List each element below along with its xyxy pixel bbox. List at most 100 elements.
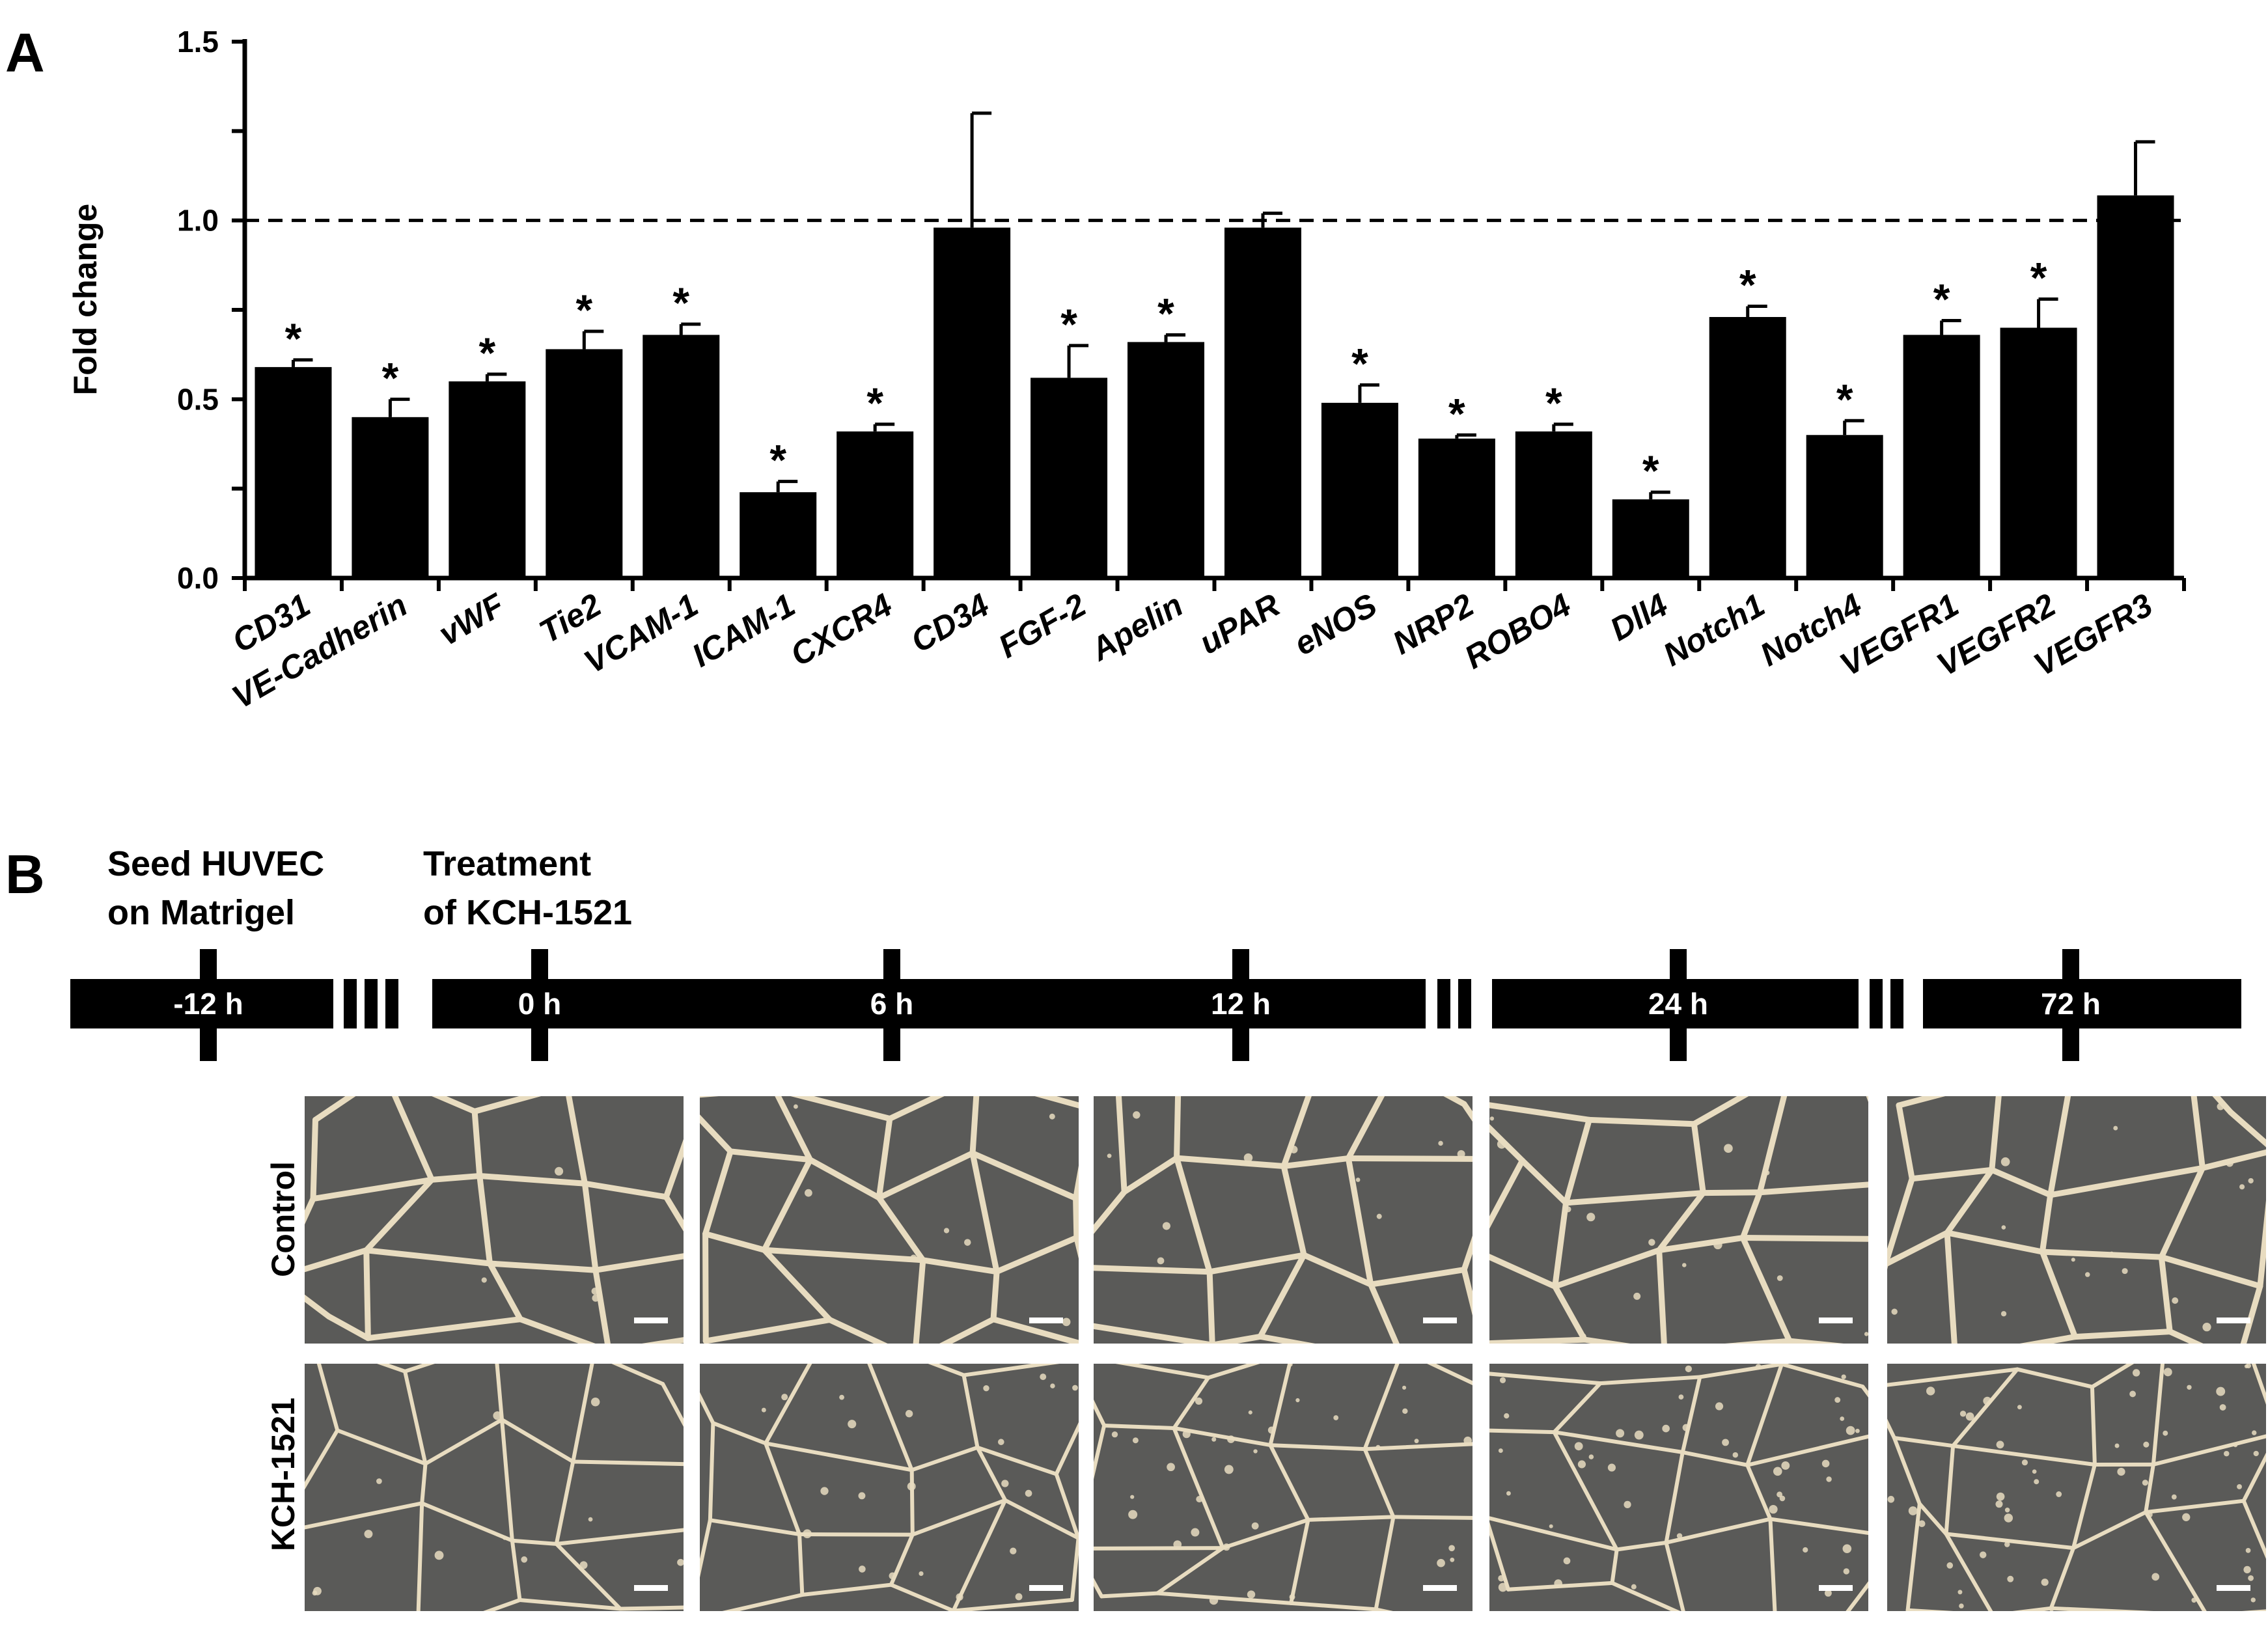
cell-dot — [2032, 1469, 2037, 1474]
tube — [363, 1176, 435, 1254]
tube — [1268, 1443, 1367, 1452]
cell-dot — [1983, 1396, 1992, 1405]
tube — [1221, 1517, 1310, 1551]
cell-dot — [889, 1572, 896, 1580]
cell-dot — [2233, 1443, 2238, 1448]
bar-eNOS — [1321, 402, 1398, 578]
tube — [1944, 1532, 2076, 1551]
cell-dot — [1715, 1402, 1724, 1411]
seed-note-line2: on Matrigel — [107, 893, 295, 932]
cell-dot — [1624, 1500, 1631, 1509]
tube — [807, 1157, 882, 1201]
tube — [1054, 1422, 1079, 1476]
cell-dot — [1713, 1240, 1722, 1250]
tube — [2257, 1200, 2266, 1290]
tube — [2012, 1606, 2053, 1611]
cell-dot — [907, 1482, 916, 1491]
tube — [1362, 1364, 1400, 1452]
tube — [1656, 1247, 1667, 1344]
cell-dot — [1891, 1308, 1898, 1315]
significance-star: * — [1060, 300, 1077, 348]
cell-dot — [1681, 1263, 1687, 1267]
tube — [969, 1150, 1000, 1275]
tube — [1951, 1367, 2019, 1448]
cell-dot — [2151, 1573, 2160, 1581]
cell-dot — [1722, 1439, 1729, 1446]
cell-dot — [2001, 1225, 2006, 1230]
tube — [1178, 1071, 1318, 1085]
tube — [1489, 1516, 1619, 1552]
tube — [702, 1231, 768, 1253]
tube — [2047, 1165, 2206, 1198]
tube — [975, 1445, 1008, 1502]
tube — [761, 1247, 833, 1323]
tube — [1917, 1502, 1948, 1536]
tube — [1610, 1547, 1619, 1585]
micrograph-control-12h — [1094, 1068, 1487, 1363]
significance-star: * — [1933, 275, 1950, 323]
micrograph-kch-1521-0h — [305, 1364, 684, 1611]
cell-dot — [2071, 1258, 2075, 1262]
cell-dot — [434, 1551, 444, 1560]
bar-CD34 — [933, 227, 1011, 578]
cell-dot — [1821, 1459, 1830, 1468]
cell-dot — [1586, 1213, 1596, 1222]
tube — [1318, 1068, 1397, 1071]
cell-dot — [1633, 1292, 1641, 1300]
tube — [1489, 1336, 1588, 1344]
row-label-control: Control — [265, 1161, 301, 1277]
tube — [1289, 1601, 1378, 1611]
tube — [1552, 1200, 1570, 1290]
significance-star: * — [1157, 289, 1174, 337]
timeline-break-mark — [1870, 979, 1883, 1028]
micrograph-kch-1521-24h — [1489, 1364, 1868, 1611]
tube — [486, 1260, 523, 1323]
tube — [1293, 1350, 1403, 1351]
cell-dot — [1248, 1410, 1252, 1414]
tube — [1427, 1364, 1473, 1385]
tube — [1345, 1096, 1385, 1161]
tube — [2039, 1249, 2079, 1340]
cell-dot — [1130, 1495, 1135, 1499]
tube — [554, 1459, 575, 1546]
tube — [1268, 1443, 1310, 1522]
tube — [1563, 1190, 1706, 1206]
tube — [403, 1364, 436, 1373]
cell-dot — [2007, 1575, 2014, 1582]
cell-dot — [1803, 1547, 1808, 1553]
tube — [1887, 1262, 1888, 1270]
cell-dot — [761, 1407, 766, 1413]
cell-dot — [820, 1487, 829, 1495]
tube — [2071, 1462, 2097, 1551]
tube — [510, 1538, 559, 1546]
tube — [928, 1364, 966, 1377]
bar-VEGFR3 — [2097, 195, 2174, 578]
cell-dot — [1781, 1461, 1790, 1470]
cell-dot — [983, 1385, 989, 1392]
tube — [1405, 1362, 1487, 1363]
cell-dot — [1498, 1448, 1503, 1454]
tube — [325, 1313, 371, 1342]
cell-dot — [2237, 1483, 2242, 1489]
tube — [432, 1096, 478, 1114]
cell-dot — [1040, 1373, 1047, 1381]
timeline-break-mark — [344, 979, 357, 1028]
x-category-label: Apelin — [1083, 586, 1189, 669]
cell-dot — [1191, 1528, 1200, 1537]
tube — [1656, 1190, 1706, 1254]
tube — [2049, 1606, 2154, 1611]
cell-dot — [1779, 1495, 1786, 1502]
tube — [1951, 1444, 2097, 1467]
cell-dot — [2000, 1157, 2010, 1166]
tube — [1739, 1189, 1763, 1241]
x-category-label: CD34 — [905, 586, 995, 659]
tube — [2000, 1079, 2071, 1080]
cell-dot — [1678, 1394, 1684, 1400]
tube — [800, 1582, 893, 1597]
cell-dot — [1826, 1476, 1832, 1482]
tube — [764, 1441, 802, 1537]
tube — [1391, 1515, 1473, 1520]
seed-note-line1: Seed HUVEC — [107, 844, 324, 883]
cell-dot — [2004, 1508, 2010, 1513]
tube — [312, 1096, 356, 1123]
